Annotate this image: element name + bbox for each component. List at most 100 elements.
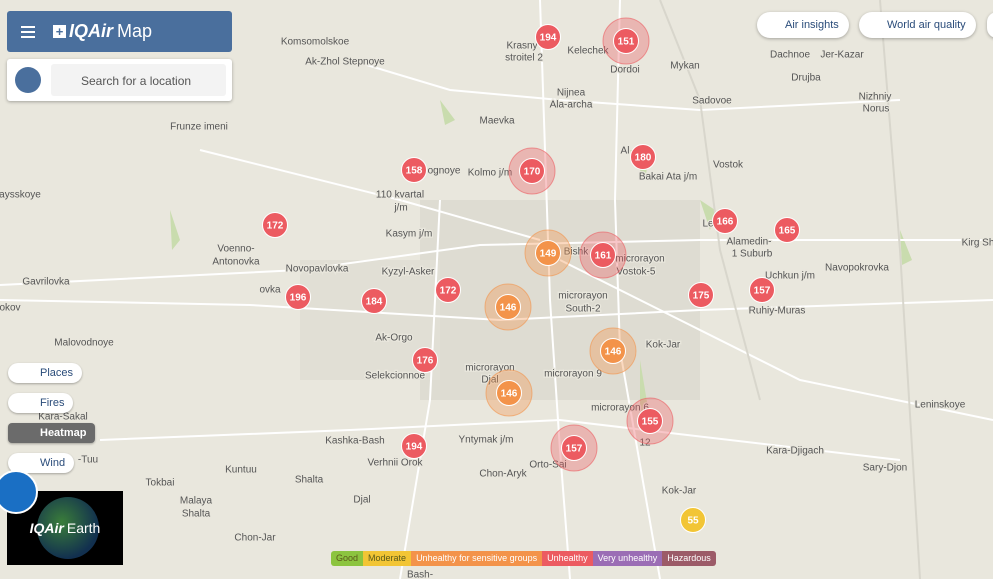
- station-aqi: 176: [417, 356, 434, 367]
- place-label: Kirg Sh: [962, 238, 993, 249]
- place-label: South-2: [565, 304, 600, 315]
- more-button[interactable]: [987, 12, 993, 38]
- place-label: Krasny: [506, 41, 537, 52]
- station-aqi: 184: [366, 297, 383, 308]
- station-marker: [495, 294, 521, 320]
- earth-brand: IQAir: [29, 520, 64, 536]
- place-label: Orto-Sai: [529, 460, 566, 471]
- station-aqi: 196: [290, 293, 307, 304]
- place-label: Alamedin-: [726, 237, 771, 248]
- place-label: ovka: [259, 285, 281, 296]
- station-marker: [401, 157, 427, 183]
- place-label: Nizhniy: [859, 92, 892, 103]
- place-label: Chon-Aryk: [479, 469, 527, 480]
- earth-panel[interactable]: IQAir Earth: [7, 491, 123, 565]
- legend-item: Moderate: [363, 551, 412, 566]
- station-aqi: 146: [501, 389, 518, 400]
- station-aqi: 175: [693, 291, 710, 302]
- place-label: Kasym j/m: [386, 229, 433, 240]
- place-label: Selekcionnoe: [365, 371, 425, 382]
- place-label: Vostok: [713, 160, 744, 171]
- place-label: Norus: [863, 104, 890, 115]
- place-label: Verhnii Orok: [367, 458, 423, 469]
- station-marker: [749, 277, 775, 303]
- place-label: Novopavlovka: [286, 264, 349, 275]
- earth-title: Earth: [66, 520, 101, 536]
- heatmap-layer[interactable]: Heatmap: [8, 423, 96, 443]
- menu-icon[interactable]: [21, 25, 41, 39]
- place-label: Malovodnoye: [54, 338, 114, 349]
- legend-item: Unhealthy: [542, 551, 593, 566]
- place-label: microrayon 6: [591, 403, 649, 414]
- place-label: j/m: [393, 203, 407, 214]
- place-label: Kolmo j/m: [468, 168, 512, 179]
- station-marker: [361, 288, 387, 314]
- logo-plus: +: [53, 25, 66, 38]
- world-air-quality-button[interactable]: World air quality: [859, 12, 976, 38]
- station-aqi: 158: [406, 166, 423, 177]
- place-label: microrayon: [615, 254, 664, 265]
- air-insights-button[interactable]: Air insights: [757, 12, 849, 38]
- header: + IQAir Map: [7, 11, 232, 52]
- station-aqi: 172: [440, 286, 457, 297]
- station-marker: [630, 144, 656, 170]
- place-label: Kok-Jar: [646, 340, 681, 351]
- station-marker: [285, 284, 311, 310]
- station-marker: [535, 24, 561, 50]
- accessibility-button[interactable]: [0, 470, 38, 514]
- place-label: Kara-Djigach: [766, 446, 824, 457]
- station-aqi: 155: [642, 417, 659, 428]
- place-label: Dachnoe: [770, 50, 810, 61]
- station-aqi: 165: [779, 226, 796, 237]
- place-label: Kok-Jar: [662, 486, 697, 497]
- place-label: Kashka-Bash: [325, 436, 384, 447]
- station-marker: [401, 433, 427, 459]
- aqi-legend: Good Moderate Unhealthy for sensitive grou…: [331, 551, 716, 566]
- station-aqi: 172: [267, 221, 284, 232]
- station-marker: [688, 282, 714, 308]
- station-marker: [774, 217, 800, 243]
- station-aqi: 146: [605, 347, 622, 358]
- place-label: Chon-Jar: [234, 533, 276, 544]
- locate-button[interactable]: [15, 67, 41, 93]
- places-layer[interactable]: Places: [8, 363, 83, 383]
- station-marker: [613, 28, 639, 54]
- station-aqi: 180: [635, 153, 652, 164]
- station-marker: [496, 380, 522, 406]
- place-label: Ak-Orgo: [375, 333, 413, 344]
- legend-item: Unhealthy for sensitive groups: [411, 551, 543, 566]
- search-input[interactable]: Search for a location: [51, 64, 226, 96]
- place-label: Uchkun j/m: [765, 271, 815, 282]
- globe: [37, 497, 99, 559]
- place-label: Antonovka: [212, 257, 260, 268]
- place-label: okov: [0, 303, 21, 314]
- station-aqi: 146: [500, 303, 517, 314]
- place-label: Djal: [353, 495, 370, 506]
- place-label: Mykan: [670, 61, 699, 72]
- place-label: -Tuu: [78, 455, 98, 466]
- station-aqi: 170: [524, 167, 541, 178]
- station-marker: [262, 212, 288, 238]
- place-label: Bash-: [407, 570, 433, 579]
- station-aqi: 194: [540, 33, 557, 44]
- place-label: Leninskoye: [915, 400, 966, 411]
- wind-layer[interactable]: Wind: [8, 453, 75, 473]
- station-aqi: 166: [717, 217, 734, 228]
- place-label: Kyzyl-Asker: [382, 267, 435, 278]
- place-label: Kuntuu: [225, 465, 257, 476]
- legend-item: Very unhealthy: [592, 551, 663, 566]
- place-label: Bishk: [564, 247, 589, 258]
- place-label: Le: [702, 219, 714, 230]
- place-label: Kelechek: [567, 46, 609, 57]
- station-aqi: 157: [566, 444, 583, 455]
- title: Map: [117, 21, 153, 41]
- place-label: Kara-Sakal: [38, 412, 87, 423]
- fires-layer[interactable]: Fires: [8, 393, 74, 413]
- station-marker: [412, 347, 438, 373]
- station-marker: [637, 408, 663, 434]
- station-marker: [435, 277, 461, 303]
- station-marker: [535, 240, 561, 266]
- station-aqi: 161: [595, 251, 612, 262]
